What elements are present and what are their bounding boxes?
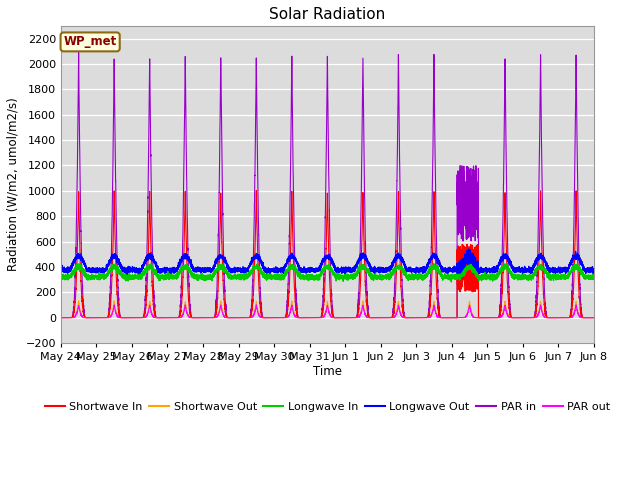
Longwave Out xyxy=(561,269,569,275)
Shortwave In xyxy=(461,263,469,268)
PAR in xyxy=(75,49,83,55)
Longwave Out xyxy=(461,255,469,261)
Longwave In xyxy=(430,261,438,267)
Longwave In xyxy=(447,275,454,281)
PAR out xyxy=(568,314,575,320)
Title: Solar Radiation: Solar Radiation xyxy=(269,7,385,22)
Line: Shortwave In: Shortwave In xyxy=(61,191,594,318)
PAR out xyxy=(57,315,65,321)
Line: Longwave Out: Longwave Out xyxy=(61,249,594,278)
PAR in xyxy=(238,315,246,321)
Longwave Out xyxy=(465,246,472,252)
Y-axis label: Radiation (W/m2, umol/m2/s): Radiation (W/m2, umol/m2/s) xyxy=(7,97,20,271)
Shortwave In xyxy=(568,310,575,316)
Shortwave Out xyxy=(75,298,83,304)
PAR in xyxy=(568,300,575,305)
Shortwave Out xyxy=(238,315,246,321)
PAR out xyxy=(447,315,454,321)
Longwave Out xyxy=(57,267,65,273)
PAR out xyxy=(238,315,246,321)
Longwave Out xyxy=(238,270,246,276)
Longwave In xyxy=(590,276,598,282)
Longwave In xyxy=(568,264,575,270)
PAR in xyxy=(447,315,454,321)
Line: Shortwave Out: Shortwave Out xyxy=(61,301,594,318)
Text: WP_met: WP_met xyxy=(63,36,116,48)
PAR out xyxy=(309,315,317,321)
Longwave In xyxy=(447,279,455,285)
Shortwave In xyxy=(238,315,246,321)
Shortwave Out xyxy=(57,315,65,321)
PAR in xyxy=(57,315,65,321)
Longwave In xyxy=(57,274,65,280)
Shortwave Out xyxy=(447,315,454,321)
Longwave In xyxy=(238,275,246,280)
Longwave Out xyxy=(447,267,454,273)
PAR out xyxy=(461,314,469,320)
Line: Longwave In: Longwave In xyxy=(61,264,594,282)
Line: PAR out: PAR out xyxy=(61,305,594,318)
Shortwave In xyxy=(57,315,65,321)
Shortwave Out xyxy=(461,314,469,320)
Shortwave In xyxy=(561,315,569,321)
Shortwave Out xyxy=(590,315,598,321)
Longwave In xyxy=(309,276,317,281)
PAR in xyxy=(590,315,598,321)
Shortwave In xyxy=(447,315,454,321)
Longwave In xyxy=(462,269,470,275)
Longwave Out xyxy=(590,266,598,272)
Longwave Out xyxy=(458,275,465,281)
PAR in xyxy=(461,211,469,217)
X-axis label: Time: Time xyxy=(313,365,342,378)
Shortwave Out xyxy=(561,315,569,321)
Shortwave Out xyxy=(309,315,317,321)
PAR out xyxy=(561,315,569,321)
Shortwave In xyxy=(253,188,260,193)
Shortwave In xyxy=(590,315,598,321)
Longwave In xyxy=(561,276,569,282)
Shortwave In xyxy=(309,315,317,321)
PAR out xyxy=(572,302,580,308)
Longwave Out xyxy=(568,257,575,263)
Longwave Out xyxy=(309,268,317,274)
PAR in xyxy=(309,315,317,321)
Line: PAR in: PAR in xyxy=(61,52,594,318)
Legend: Shortwave In, Shortwave Out, Longwave In, Longwave Out, PAR in, PAR out: Shortwave In, Shortwave Out, Longwave In… xyxy=(40,398,614,417)
PAR in xyxy=(561,315,569,321)
PAR out xyxy=(590,315,598,321)
Shortwave Out xyxy=(568,314,575,320)
